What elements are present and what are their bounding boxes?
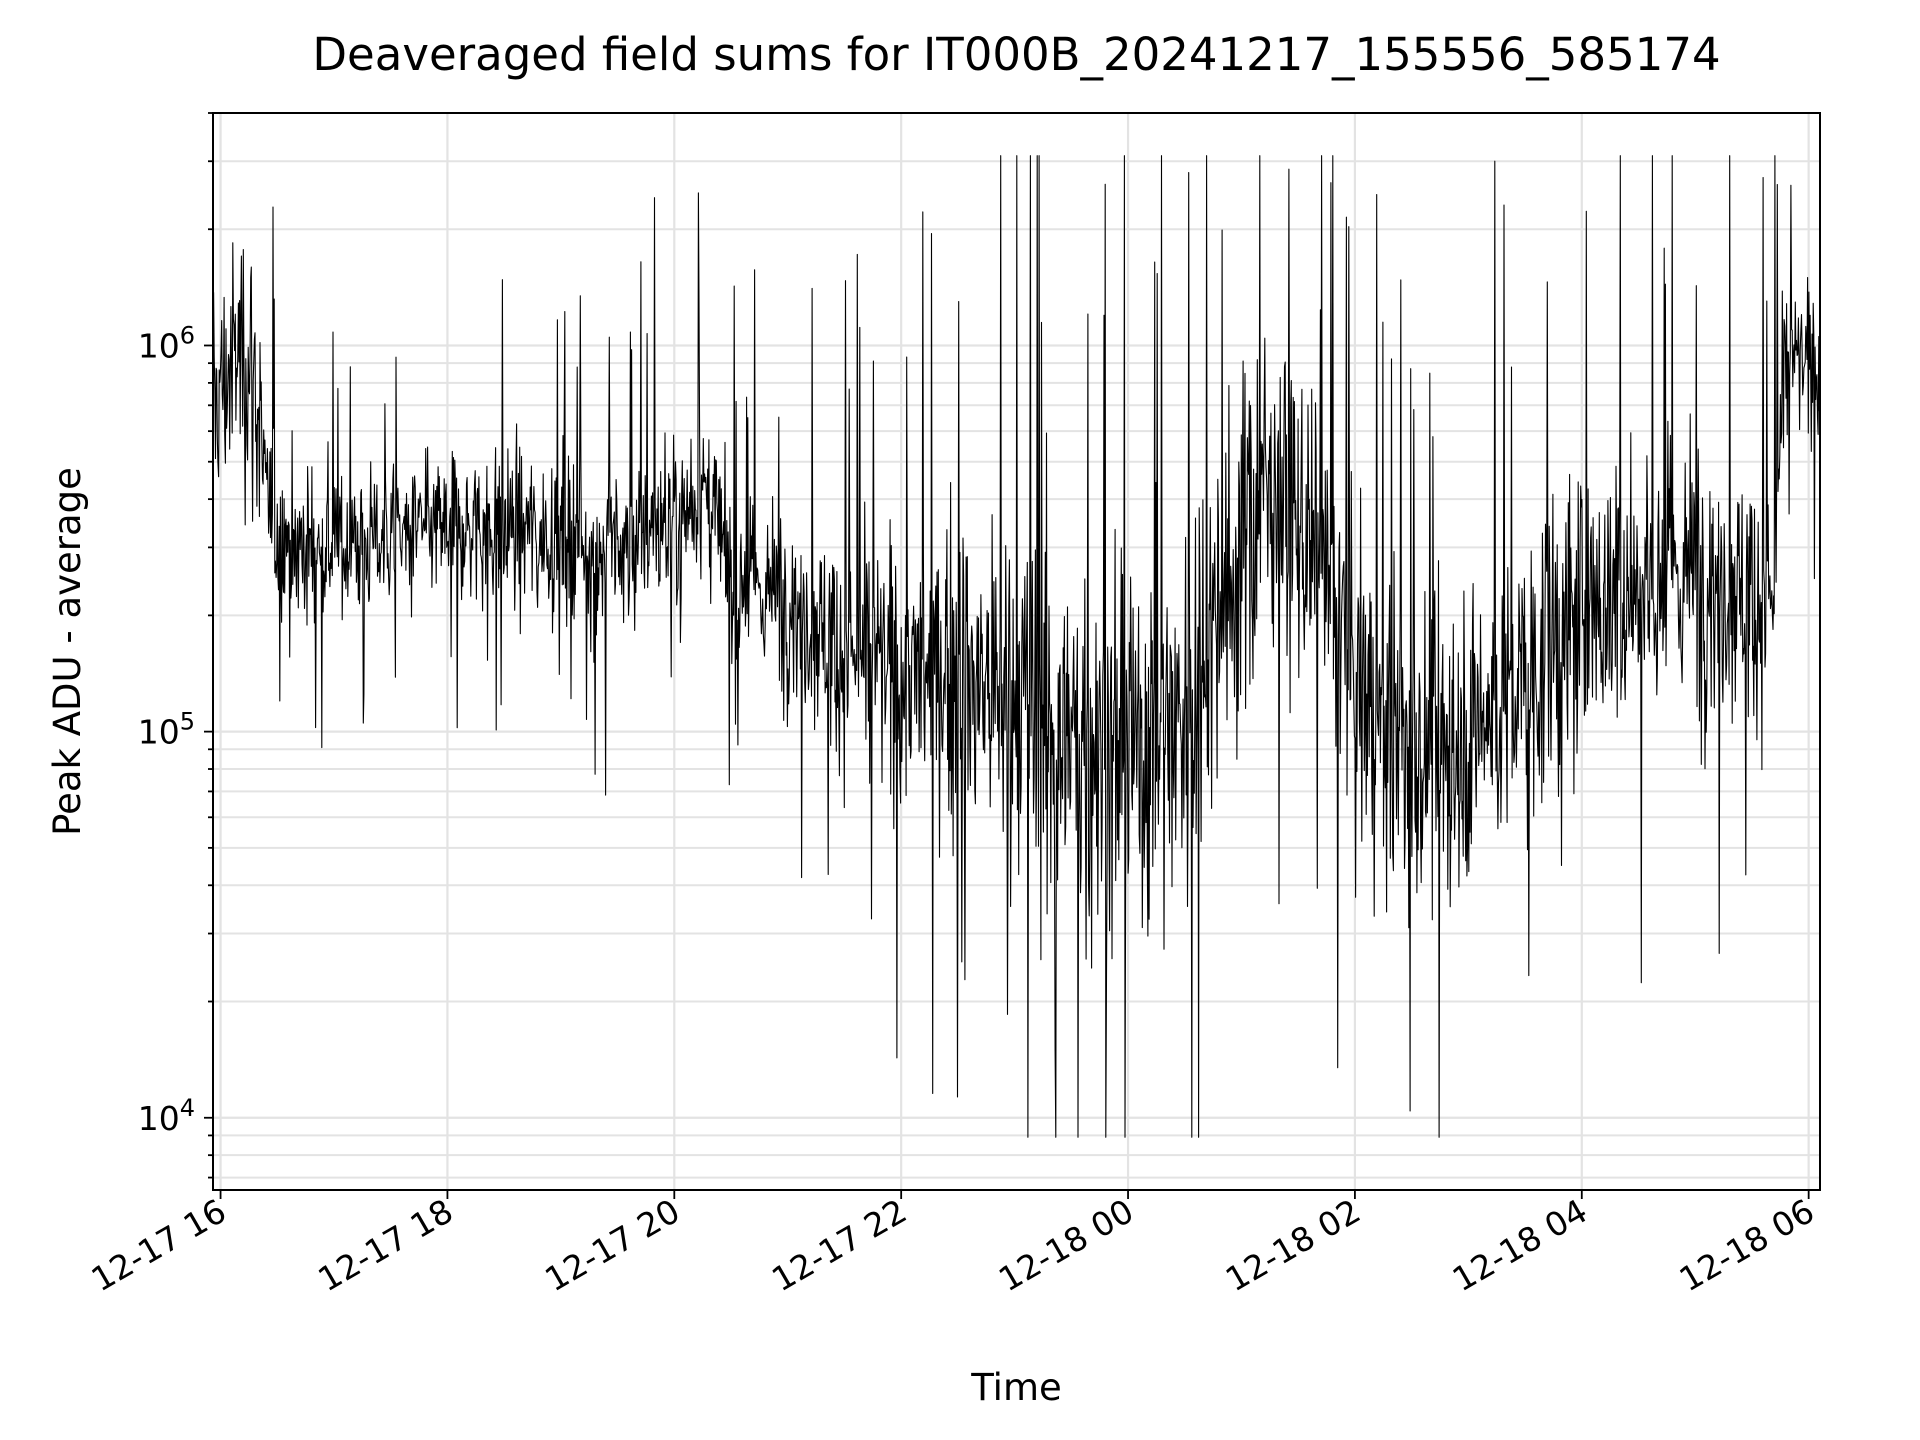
x-axis-title: Time xyxy=(970,1366,1062,1409)
y-tick-label: 105 xyxy=(138,708,195,752)
plot-frame xyxy=(212,112,1821,1191)
chart-title: Deaveraged field sums for IT000B_2024121… xyxy=(312,28,1720,81)
y-tick-label: 106 xyxy=(138,321,195,365)
series-line-path xyxy=(212,155,1821,1138)
y-axis-title: Peak ADU - average xyxy=(46,467,89,836)
axis-ticks xyxy=(204,112,1810,1199)
y-tick-label: 104 xyxy=(138,1094,195,1138)
series-line xyxy=(212,155,1821,1138)
